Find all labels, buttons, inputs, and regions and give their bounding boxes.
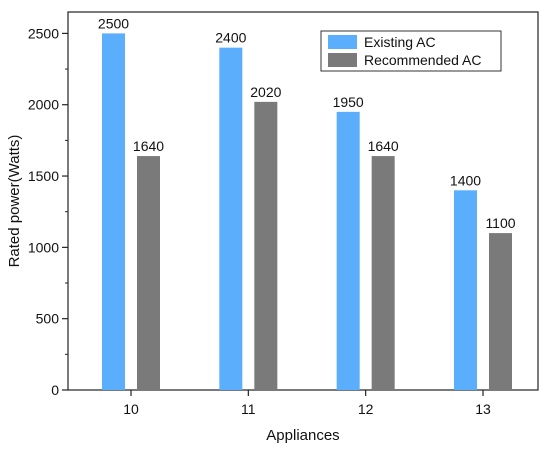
data-labels-group: 2500 1640 2400 2020 1950 1640 1400 1100 [98, 15, 516, 231]
y-tick-label: 2000 [28, 97, 59, 113]
data-label-recommended-ac-11: 2020 [250, 84, 281, 100]
bar-recommended-ac-11 [254, 101, 278, 391]
y-tick-label: 1500 [28, 168, 59, 184]
y-tick-label: 500 [36, 311, 60, 327]
data-label-recommended-ac-13: 1100 [485, 215, 515, 231]
legend-label-recommended-ac: Recommended AC [364, 52, 482, 68]
bar-recommended-ac-13 [489, 233, 512, 390]
bar-existing-ac-10 [102, 33, 125, 390]
x-tick-label: 10 [123, 401, 139, 417]
data-label-existing-ac-13: 1400 [450, 172, 481, 188]
x-tick-label: 11 [241, 401, 256, 417]
legend-label-existing-ac: Existing AC [364, 34, 436, 50]
y-axis: 0 500 1000 1500 2000 2500 [28, 25, 68, 398]
x-axis-title: Appliances [266, 427, 339, 444]
data-label-existing-ac-10: 2500 [98, 15, 129, 31]
bars-group [102, 33, 512, 391]
legend: Existing AC Recommended AC [320, 30, 502, 72]
data-label-recommended-ac-10: 1640 [133, 138, 164, 154]
plot-frame [67, 11, 539, 391]
x-tick-label: 12 [358, 401, 374, 417]
data-label-existing-ac-11: 2400 [215, 30, 246, 46]
data-label-recommended-ac-12: 1640 [368, 138, 399, 154]
bar-recommended-ac-12 [371, 156, 395, 390]
x-tick-label: 13 [475, 401, 491, 417]
y-tick-label: 1000 [28, 239, 59, 255]
bar-existing-ac-12 [336, 111, 360, 390]
bar-recommended-ac-10 [137, 156, 160, 390]
legend-swatch-existing-ac [328, 35, 357, 49]
bar-existing-ac-13 [454, 190, 477, 390]
bar-existing-ac-11 [219, 47, 243, 391]
y-tick-label: 2500 [28, 25, 59, 41]
y-tick-label: 0 [51, 382, 59, 398]
data-label-existing-ac-12: 1950 [333, 94, 364, 110]
x-axis: 10 11 12 13 [123, 390, 491, 417]
legend-swatch-recommended-ac [328, 53, 357, 67]
y-axis-title: Rated power(Watts) [6, 135, 23, 268]
